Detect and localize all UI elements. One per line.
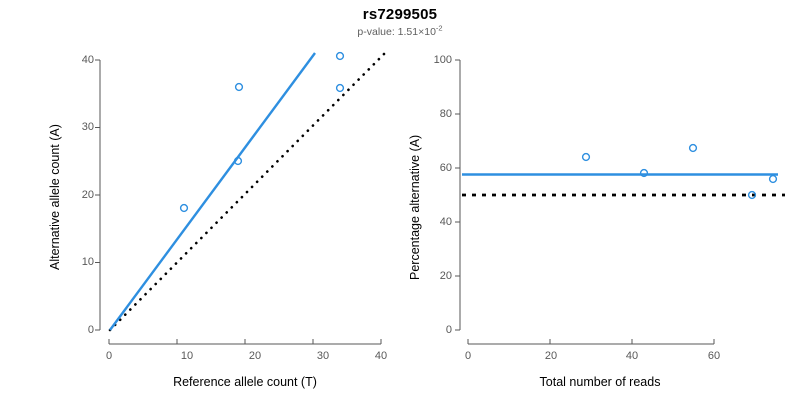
panel-percentage-alternative: 0 20 40 60 80 100 0 20 40 60 Percentage … [400, 0, 800, 400]
x-tick-label-30: 30 [316, 350, 330, 362]
y-tick-label-60: 60 [439, 162, 452, 174]
data-point [747, 190, 757, 200]
y-tick-label-30: 30 [81, 121, 94, 133]
x-tick-label-40: 40 [625, 350, 639, 362]
x-tick-label-0: 0 [464, 350, 472, 362]
x-axis-title: Total number of reads [539, 375, 661, 389]
y-tick-label-0: 0 [87, 324, 94, 336]
x-tick-label-20: 20 [544, 350, 558, 362]
data-point [234, 82, 244, 92]
data-points-right [581, 143, 778, 200]
data-point [581, 152, 591, 162]
y-axis-right [455, 59, 461, 331]
x-axis-left [108, 339, 382, 345]
y-tick-label-40: 40 [439, 216, 452, 228]
data-point [768, 174, 778, 184]
data-point [335, 51, 345, 61]
y-tick-label-10: 10 [81, 256, 94, 268]
data-points-left [179, 51, 345, 213]
x-axis-right [467, 339, 715, 345]
plot-canvas-right [455, 59, 785, 345]
panel-allele-counts: 0 10 20 30 40 0 10 20 30 40 Alternative … [48, 51, 388, 389]
data-point [233, 156, 243, 166]
data-point [179, 203, 189, 213]
x-tick-label-10: 10 [180, 350, 194, 362]
y-tick-label-100: 100 [433, 54, 452, 66]
identity-reference-line [108, 51, 387, 332]
y-tick-label-20: 20 [81, 189, 94, 201]
y-tick-label-80: 80 [439, 108, 452, 120]
x-tick-label-40: 40 [374, 350, 388, 362]
y-axis-left [95, 59, 101, 331]
x-tick-label-60: 60 [707, 350, 721, 362]
data-point [335, 83, 345, 93]
y-tick-label-40: 40 [81, 54, 94, 66]
y-tick-label-0: 0 [445, 324, 452, 336]
x-axis-title: Reference allele count (T) [173, 375, 317, 389]
fitted-regression-line [109, 52, 316, 331]
data-point [688, 143, 698, 153]
plot-canvas-left [95, 51, 387, 345]
x-tick-label-0: 0 [105, 350, 113, 362]
data-point [639, 168, 649, 178]
x-tick-label-20: 20 [248, 350, 262, 362]
y-tick-label-20: 20 [439, 270, 452, 282]
